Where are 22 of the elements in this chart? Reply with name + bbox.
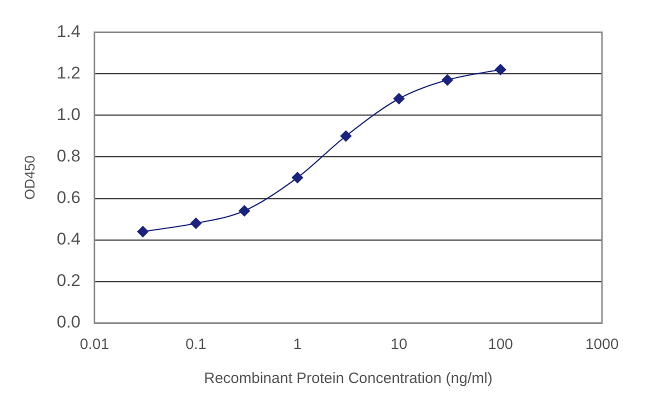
point bbox=[340, 130, 352, 142]
point bbox=[292, 172, 304, 184]
point bbox=[393, 93, 405, 104]
point bbox=[494, 64, 506, 76]
y-tick-label: 0.2 bbox=[56, 271, 80, 290]
point bbox=[137, 226, 148, 238]
x-tick-label: 10 bbox=[390, 336, 408, 354]
y-tick-label: 1.4 bbox=[56, 22, 80, 41]
x-tick-label: 100 bbox=[488, 336, 513, 354]
y-tick-label: 0.4 bbox=[56, 230, 80, 249]
y-tick-label: 1.2 bbox=[56, 63, 80, 82]
y-tick-label: 0.0 bbox=[56, 312, 80, 332]
y-tick-label: 1.0 bbox=[56, 104, 80, 124]
y-axis-title: OD450 bbox=[21, 155, 38, 200]
y-tick-label: 0.6 bbox=[56, 188, 80, 208]
y-tick-label: 0.8 bbox=[56, 146, 80, 166]
x-tick-label: 0.1 bbox=[186, 336, 206, 354]
point bbox=[238, 205, 250, 216]
x-tick-label: 1000 bbox=[585, 336, 619, 354]
x-tick-label: 1 bbox=[293, 336, 302, 354]
x-tick-label: 0.01 bbox=[80, 336, 110, 354]
x-axis-title: Recombinant Protein Concentration (ng/ml) bbox=[204, 370, 492, 388]
